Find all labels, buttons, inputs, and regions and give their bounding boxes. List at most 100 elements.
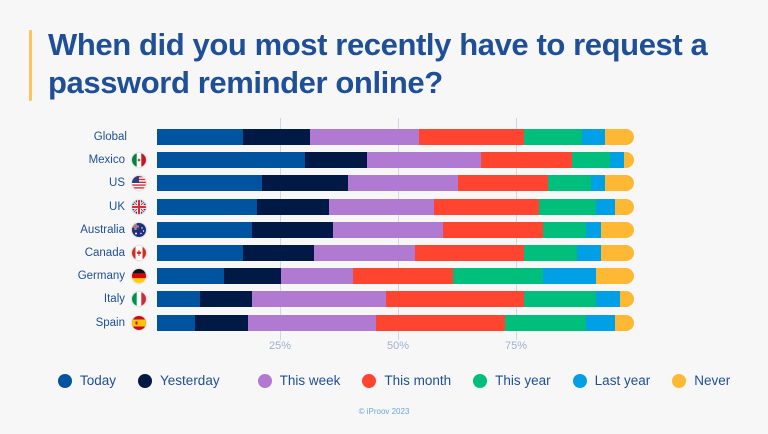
bar-segment-yesterday	[223, 268, 281, 285]
chart-row-italy: Italy	[0, 291, 768, 308]
copyright-footer: © iProov 2023	[358, 407, 410, 416]
bar-segment-last-year	[595, 198, 615, 215]
bar-segment-today	[157, 221, 253, 238]
row-label: Australia	[80, 223, 125, 236]
bar-segment-this-month	[376, 314, 506, 331]
bar-segment-this-month	[433, 198, 539, 215]
bar-segment-never	[605, 175, 634, 192]
bar-segment-this-week	[281, 268, 353, 285]
bar-segment-this-week	[252, 291, 386, 308]
chart-legend: Today Yesterday This week This month This ye…	[58, 373, 730, 388]
germany-flag-icon	[132, 269, 146, 284]
row-label: Italy	[103, 293, 125, 306]
bar-segment-this-year	[452, 268, 544, 285]
bar-segment-this-month	[352, 268, 453, 285]
stacked-bar	[157, 245, 634, 261]
stacked-bar	[157, 198, 634, 215]
chart-row-australia: Australia	[0, 221, 768, 238]
stacked-bar	[157, 268, 634, 285]
chart-row-global: Global	[0, 129, 768, 145]
bar-segment-yesterday	[242, 245, 315, 261]
legend-item-this-year: This year	[473, 373, 551, 388]
legend-dot-icon	[257, 373, 272, 388]
bar-segment-last-year	[586, 221, 601, 238]
legend-item-this-month: This month	[362, 373, 451, 388]
bar-segment-this-week	[314, 245, 415, 261]
bar-segment-never	[624, 152, 634, 169]
stacked-bar	[157, 314, 634, 331]
x-tick-label: 75%	[504, 340, 528, 352]
legend-label: This week	[279, 373, 341, 388]
chart-row-uk: UK	[0, 198, 768, 215]
bar-segment-this-year	[524, 129, 582, 145]
legend-label: Today	[80, 373, 117, 388]
legend-label: Yesterday	[160, 373, 220, 388]
us-flag-icon	[132, 176, 146, 191]
bar-segment-this-year	[524, 245, 577, 261]
legend-dot-icon	[58, 373, 72, 388]
legend-item-yesterday: Yesterday	[138, 373, 220, 388]
legend-label: This year	[495, 373, 551, 388]
bar-segment-never	[614, 198, 634, 215]
bar-segment-never	[600, 221, 634, 238]
bar-segment-this-year	[543, 221, 587, 238]
stacked-bar	[157, 175, 634, 192]
bar-segment-never	[619, 291, 634, 308]
chart-row-mexico: Mexico	[0, 152, 768, 169]
legend-dot-icon	[572, 373, 587, 388]
bar-segment-this-month	[419, 129, 525, 145]
bar-segment-last-year	[586, 314, 615, 331]
bar-segment-this-year	[524, 291, 596, 308]
legend-item-last-year: Last year	[572, 373, 651, 388]
uk-flag-icon	[132, 199, 146, 214]
bar-segment-today	[157, 152, 305, 169]
row-label: Global	[93, 131, 127, 143]
legend-dot-icon	[473, 373, 488, 388]
bar-segment-today	[157, 291, 200, 308]
x-tick-label: 50%	[386, 340, 410, 352]
bar-segment-today	[157, 175, 262, 192]
bar-segment-never	[600, 245, 634, 261]
row-label: Canada	[84, 247, 125, 259]
bar-segment-this-week	[347, 175, 458, 192]
chart-title: When did you most recently have to reque…	[48, 27, 708, 100]
stacked-bar	[157, 129, 634, 145]
legend-dot-icon	[672, 373, 687, 388]
australia-flag-icon	[132, 222, 146, 237]
bar-segment-this-year	[571, 152, 611, 169]
chart-row-spain: Spain	[0, 314, 768, 331]
bar-segment-this-week	[333, 221, 444, 238]
row-label: Germany	[77, 270, 125, 283]
row-label: Spain	[95, 316, 125, 329]
bar-segment-today	[157, 245, 243, 261]
spain-flag-icon	[132, 315, 146, 330]
bar-segment-today	[157, 268, 224, 285]
legend-dot-icon	[138, 373, 153, 388]
bar-segment-yesterday	[252, 221, 334, 238]
bar-segment-this-year	[505, 314, 587, 331]
bar-segment-today	[157, 314, 196, 331]
bar-segment-this-month	[481, 152, 572, 169]
bar-segment-never	[614, 314, 634, 331]
legend-item-today: Today	[58, 373, 116, 388]
legend-dot-icon	[362, 373, 377, 388]
x-tick-label: 25%	[268, 340, 292, 352]
bar-segment-last-year	[576, 245, 601, 261]
bar-segment-yesterday	[304, 152, 367, 169]
bar-segment-this-week	[366, 152, 482, 169]
bar-segment-yesterday	[242, 129, 310, 145]
stacked-bar	[157, 221, 634, 238]
chart-row-us: US	[0, 175, 768, 192]
stacked-bar	[157, 291, 634, 308]
bar-segment-today	[157, 198, 258, 215]
bar-segment-never	[595, 268, 634, 285]
bar-segment-last-year	[543, 268, 596, 285]
bar-segment-this-week	[309, 129, 420, 145]
bar-segment-never	[605, 129, 634, 145]
legend-label: Last year	[594, 373, 651, 388]
bar-segment-this-month	[385, 291, 525, 308]
bar-segment-this-month	[457, 175, 549, 192]
row-label: US	[109, 177, 125, 190]
bar-segment-this-week	[247, 314, 377, 331]
legend-label: This month	[384, 373, 452, 388]
